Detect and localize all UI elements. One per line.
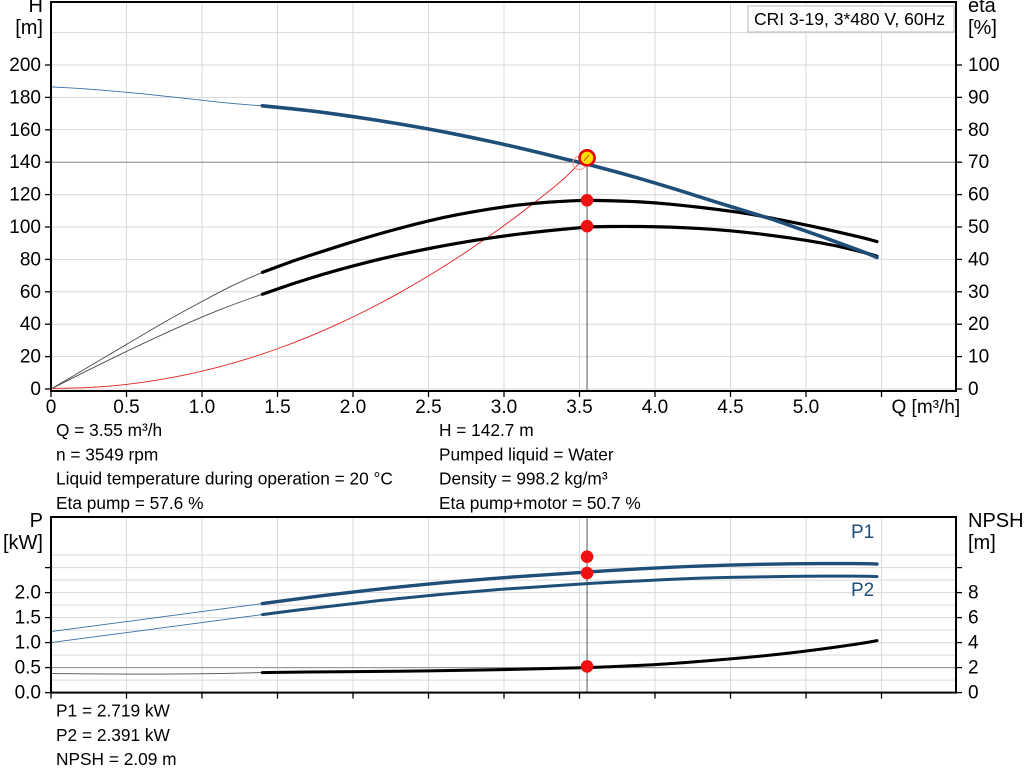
svg-text:2: 2	[968, 658, 979, 679]
svg-text:P1 = 2.719 kW: P1 = 2.719 kW	[56, 701, 171, 721]
svg-text:1.5: 1.5	[264, 397, 290, 418]
svg-text:2.0: 2.0	[15, 583, 41, 604]
svg-text:6: 6	[968, 608, 979, 629]
svg-text:Q [m³/h]: Q [m³/h]	[892, 397, 961, 418]
svg-text:P1: P1	[851, 522, 874, 543]
svg-text:Eta pump = 57.6 %: Eta pump = 57.6 %	[56, 493, 203, 513]
svg-text:P2: P2	[851, 580, 874, 601]
svg-text:eta: eta	[968, 0, 997, 17]
svg-text:0: 0	[30, 379, 41, 400]
svg-text:5.0: 5.0	[793, 397, 819, 418]
svg-text:Pumped liquid = Water: Pumped liquid = Water	[439, 444, 614, 464]
svg-text:80: 80	[968, 120, 989, 141]
svg-text:P: P	[30, 510, 43, 532]
svg-text:10: 10	[968, 347, 989, 368]
svg-text:CRI 3-19, 3*480 V, 60Hz: CRI 3-19, 3*480 V, 60Hz	[754, 9, 945, 29]
svg-text:0.5: 0.5	[113, 397, 139, 418]
svg-text:20: 20	[968, 314, 989, 335]
svg-text:NPSH = 2.09 m: NPSH = 2.09 m	[56, 749, 177, 769]
svg-text:80: 80	[20, 249, 41, 270]
svg-text:40: 40	[968, 249, 989, 270]
svg-text:40: 40	[20, 314, 41, 335]
svg-text:0.0: 0.0	[15, 683, 41, 704]
svg-text:2.0: 2.0	[340, 397, 366, 418]
svg-text:4.0: 4.0	[642, 397, 668, 418]
svg-text:Liquid temperature during oper: Liquid temperature during operation = 20…	[56, 469, 393, 489]
svg-text:Density = 998.2 kg/m³: Density = 998.2 kg/m³	[439, 469, 608, 489]
svg-text:180: 180	[9, 87, 41, 108]
svg-text:20: 20	[20, 347, 41, 368]
svg-text:n = 3549 rpm: n = 3549 rpm	[56, 444, 158, 464]
svg-text:[kW]: [kW]	[3, 532, 43, 554]
svg-text:1.0: 1.0	[189, 397, 215, 418]
svg-text:4.5: 4.5	[717, 397, 743, 418]
svg-text:160: 160	[9, 120, 41, 141]
svg-text:[m]: [m]	[968, 532, 996, 554]
svg-text:8: 8	[968, 583, 979, 604]
svg-text:140: 140	[9, 152, 41, 173]
svg-text:90: 90	[968, 87, 989, 108]
svg-text:NPSH: NPSH	[968, 510, 1024, 532]
svg-text:3.5: 3.5	[566, 397, 592, 418]
svg-text:70: 70	[968, 152, 989, 173]
svg-text:1.0: 1.0	[15, 633, 41, 654]
svg-text:30: 30	[968, 282, 989, 303]
svg-text:60: 60	[20, 282, 41, 303]
svg-text:4: 4	[968, 633, 979, 654]
svg-text:3.0: 3.0	[491, 397, 517, 418]
svg-text:2.5: 2.5	[415, 397, 441, 418]
svg-text:H = 142.7 m: H = 142.7 m	[439, 420, 534, 440]
svg-text:0: 0	[968, 379, 979, 400]
svg-text:100: 100	[968, 55, 1000, 76]
svg-text:100: 100	[9, 217, 41, 238]
svg-text:0: 0	[46, 397, 57, 418]
svg-text:H: H	[29, 0, 43, 17]
svg-text:Q = 3.55 m³/h: Q = 3.55 m³/h	[56, 420, 162, 440]
svg-text:0.5: 0.5	[15, 658, 41, 679]
svg-text:0: 0	[968, 683, 979, 704]
svg-text:[%]: [%]	[968, 17, 997, 39]
svg-text:120: 120	[9, 185, 41, 206]
svg-text:200: 200	[9, 55, 41, 76]
svg-text:P2 = 2.391 kW: P2 = 2.391 kW	[56, 725, 171, 745]
svg-text:[m]: [m]	[15, 17, 43, 39]
svg-text:1.5: 1.5	[15, 608, 41, 629]
svg-text:Eta pump+motor = 50.7 %: Eta pump+motor = 50.7 %	[439, 493, 641, 513]
svg-text:60: 60	[968, 185, 989, 206]
svg-text:50: 50	[968, 217, 989, 238]
